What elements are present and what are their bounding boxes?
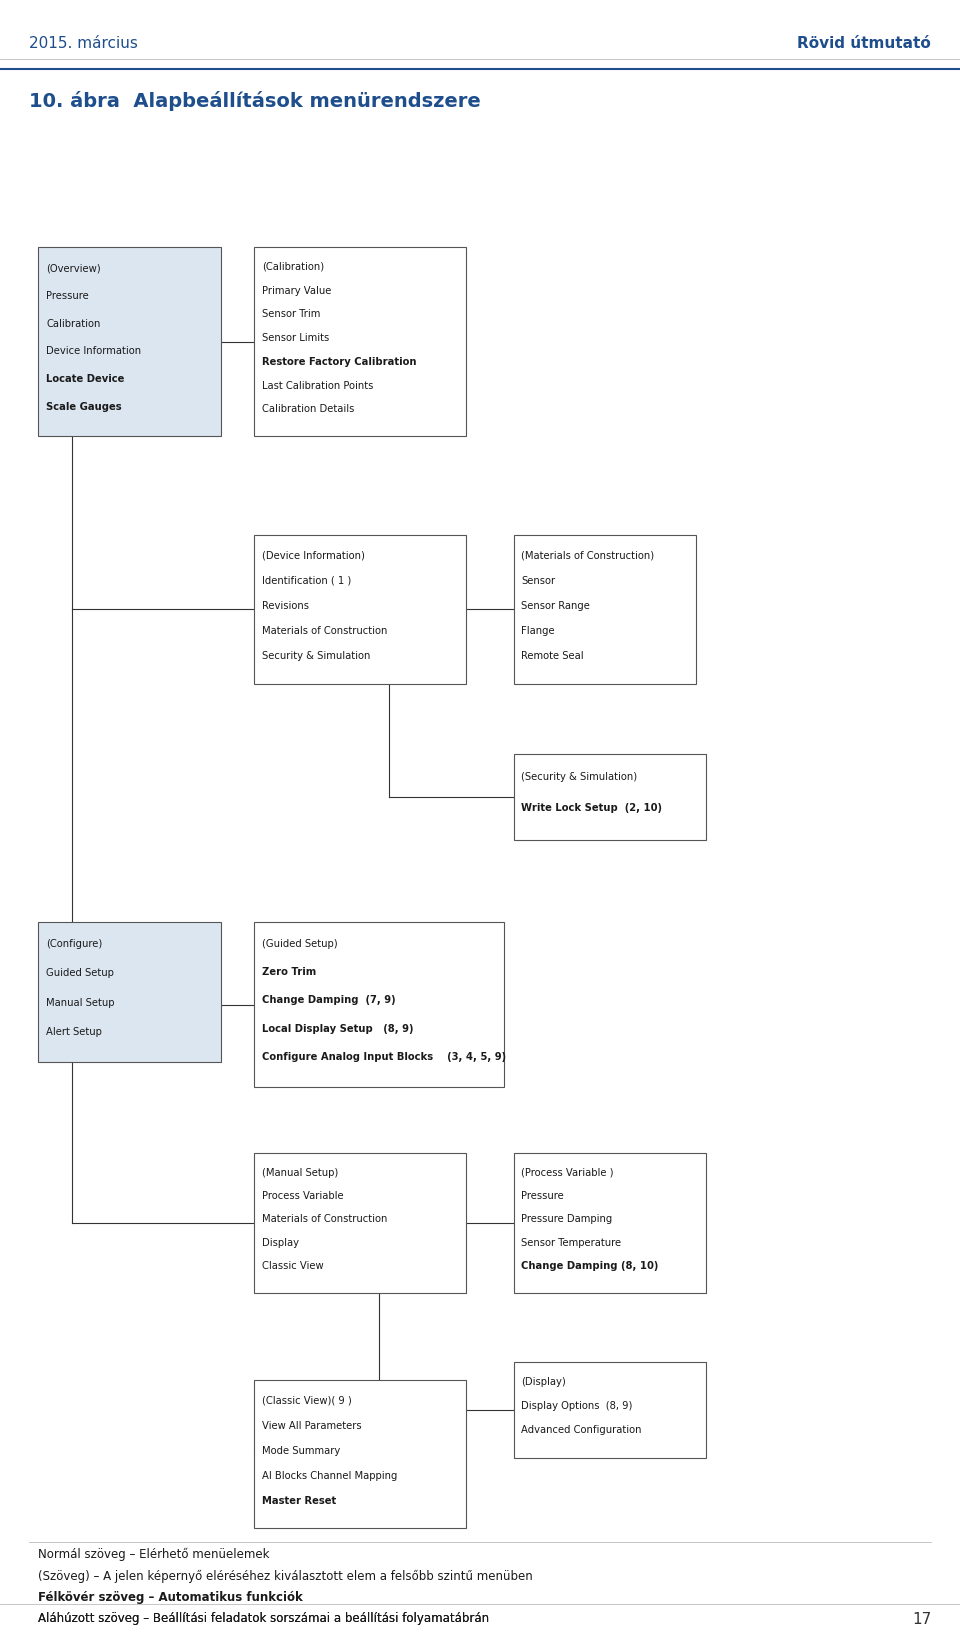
- Text: (Configure): (Configure): [46, 939, 103, 949]
- Text: Normál szöveg – Elérhető menüelemek: Normál szöveg – Elérhető menüelemek: [38, 1548, 270, 1561]
- Text: Alert Setup: Alert Setup: [46, 1026, 102, 1036]
- Text: Primary Value: Primary Value: [262, 285, 331, 296]
- Text: Security & Simulation: Security & Simulation: [262, 651, 371, 660]
- FancyBboxPatch shape: [514, 535, 696, 684]
- FancyBboxPatch shape: [38, 922, 221, 1062]
- Text: (Calibration): (Calibration): [262, 262, 324, 272]
- FancyBboxPatch shape: [514, 1362, 706, 1458]
- Text: Flange: Flange: [521, 626, 555, 636]
- FancyBboxPatch shape: [514, 754, 706, 840]
- Text: 2015. március: 2015. március: [29, 36, 137, 51]
- Text: Mode Summary: Mode Summary: [262, 1446, 341, 1456]
- Text: Aláhúzott szöveg – Beállítási feladatok sorszámai a beállítási folyamatábrán: Aláhúzott szöveg – Beállítási feladatok …: [38, 1612, 490, 1626]
- Text: 10. ábra  Alapbeállítások menürendszere: 10. ábra Alapbeállítások menürendszere: [29, 91, 481, 110]
- Text: 17: 17: [912, 1612, 931, 1627]
- Text: Identification ( 1 ): Identification ( 1 ): [262, 575, 351, 586]
- Text: Zero Trim: Zero Trim: [262, 967, 317, 977]
- Text: Materials of Construction: Materials of Construction: [262, 626, 388, 636]
- Text: Revisions: Revisions: [262, 601, 309, 611]
- Text: AI Blocks Channel Mapping: AI Blocks Channel Mapping: [262, 1471, 397, 1481]
- Text: (Overview): (Overview): [46, 264, 101, 273]
- Text: Display Options  (8, 9): Display Options (8, 9): [521, 1402, 633, 1411]
- Text: Advanced Configuration: Advanced Configuration: [521, 1425, 642, 1436]
- Text: Change Damping  (7, 9): Change Damping (7, 9): [262, 995, 396, 1005]
- Text: Locate Device: Locate Device: [46, 374, 125, 384]
- Text: Process Variable: Process Variable: [262, 1191, 344, 1201]
- FancyBboxPatch shape: [254, 247, 466, 436]
- Text: Manual Setup: Manual Setup: [46, 998, 114, 1008]
- Text: Last Calibration Points: Last Calibration Points: [262, 380, 373, 390]
- Text: (Materials of Construction): (Materials of Construction): [521, 550, 655, 560]
- Text: Change Damping (8, 10): Change Damping (8, 10): [521, 1262, 659, 1271]
- Text: (Manual Setup): (Manual Setup): [262, 1168, 338, 1178]
- Text: Rövid útmutató: Rövid útmutató: [798, 36, 931, 51]
- Text: (Szöveg) – A jelen képernyő eléréséhez kiválasztott elem a felsőbb szintű menübe: (Szöveg) – A jelen képernyő eléréséhez k…: [38, 1570, 533, 1583]
- Text: Configure Analog Input Blocks    (3, 4, 5, 9): Configure Analog Input Blocks (3, 4, 5, …: [262, 1052, 506, 1062]
- Text: Guided Setup: Guided Setup: [46, 968, 114, 978]
- Text: Master Reset: Master Reset: [262, 1495, 336, 1505]
- FancyBboxPatch shape: [254, 535, 466, 684]
- Text: Sensor Temperature: Sensor Temperature: [521, 1239, 621, 1248]
- Text: Classic View: Classic View: [262, 1262, 324, 1271]
- Text: Sensor: Sensor: [521, 575, 556, 586]
- Text: Display: Display: [262, 1239, 300, 1248]
- Text: (Guided Setup): (Guided Setup): [262, 939, 338, 949]
- Text: Aláhúzott szöveg – Beállítási feladatok sorszámai a beállítási folyamatábrán: Aláhúzott szöveg – Beállítási feladatok …: [38, 1612, 490, 1626]
- Text: Write Lock Setup  (2, 10): Write Lock Setup (2, 10): [521, 804, 662, 814]
- Text: Pressure: Pressure: [46, 292, 89, 301]
- Text: Local Display Setup   (8, 9): Local Display Setup (8, 9): [262, 1024, 414, 1034]
- FancyBboxPatch shape: [514, 1153, 706, 1293]
- Text: Restore Factory Calibration: Restore Factory Calibration: [262, 357, 417, 367]
- Text: Calibration: Calibration: [46, 320, 101, 329]
- Text: Pressure: Pressure: [521, 1191, 564, 1201]
- Text: Scale Gauges: Scale Gauges: [46, 402, 122, 412]
- Text: Calibration Details: Calibration Details: [262, 405, 354, 415]
- Text: Sensor Limits: Sensor Limits: [262, 333, 329, 343]
- FancyBboxPatch shape: [38, 247, 221, 436]
- Text: (Security & Simulation): (Security & Simulation): [521, 772, 637, 782]
- Text: (Process Variable ): (Process Variable ): [521, 1168, 613, 1178]
- Text: (Device Information): (Device Information): [262, 550, 365, 560]
- Text: View All Parameters: View All Parameters: [262, 1420, 362, 1431]
- Text: Pressure Damping: Pressure Damping: [521, 1214, 612, 1224]
- Text: Device Information: Device Information: [46, 346, 141, 356]
- Text: Sensor Trim: Sensor Trim: [262, 310, 321, 320]
- FancyBboxPatch shape: [254, 1153, 466, 1293]
- FancyBboxPatch shape: [254, 1380, 466, 1528]
- Text: Materials of Construction: Materials of Construction: [262, 1214, 388, 1224]
- Text: Félkövér szöveg – Automatikus funkciók: Félkövér szöveg – Automatikus funkciók: [38, 1591, 303, 1604]
- Text: (Display): (Display): [521, 1377, 566, 1387]
- FancyBboxPatch shape: [254, 922, 504, 1087]
- Text: Sensor Range: Sensor Range: [521, 601, 590, 611]
- Text: Remote Seal: Remote Seal: [521, 651, 584, 660]
- Text: (Classic View)( 9 ): (Classic View)( 9 ): [262, 1395, 351, 1405]
